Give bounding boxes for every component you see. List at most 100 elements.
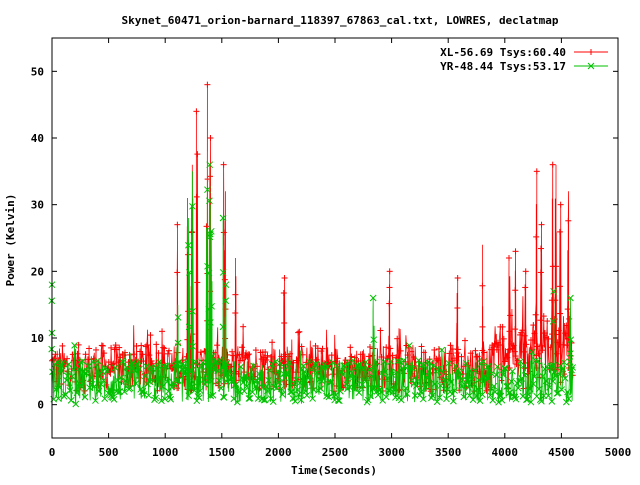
data-point	[420, 349, 427, 356]
data-point	[383, 344, 390, 351]
data-point	[528, 348, 536, 356]
data-point	[533, 233, 540, 240]
data-point	[454, 305, 461, 311]
data-point	[300, 362, 307, 370]
data-point	[296, 328, 303, 335]
data-point	[523, 341, 530, 348]
data-point	[512, 353, 519, 360]
data-point	[504, 354, 511, 361]
data-point	[266, 366, 274, 374]
data-point	[507, 378, 515, 385]
data-point	[533, 168, 540, 175]
data-point	[522, 268, 529, 275]
data-point	[71, 342, 78, 349]
data-point	[161, 395, 169, 403]
x-tick-label: 5000	[605, 446, 632, 459]
data-point	[472, 347, 479, 354]
data-point	[377, 327, 384, 334]
data-point	[546, 383, 553, 391]
data-point	[408, 376, 416, 384]
data-point	[443, 395, 450, 403]
data-point	[281, 320, 288, 326]
data-point	[345, 359, 352, 366]
data-point	[474, 385, 482, 393]
data-point	[430, 362, 438, 370]
data-point	[425, 368, 433, 375]
data-point	[506, 365, 513, 371]
data-point	[468, 375, 476, 383]
data-point	[150, 377, 157, 385]
x-axis: 0 500 1000 1500 2000 2500 3000 3500 4000 4500 5000	[49, 38, 632, 459]
data-point	[185, 323, 193, 331]
data-point	[542, 377, 550, 385]
data-point	[326, 379, 334, 386]
data-point	[156, 375, 164, 383]
data-point	[387, 358, 395, 365]
data-point	[174, 221, 181, 228]
data-point	[499, 371, 507, 379]
data-point	[441, 377, 449, 385]
data-point	[213, 358, 220, 366]
data-point	[564, 388, 571, 396]
data-point	[414, 377, 421, 385]
data-point	[291, 397, 299, 405]
data-point	[252, 347, 259, 354]
data-point	[204, 81, 211, 88]
x-tick-label: 1000	[152, 446, 179, 459]
data-point	[110, 396, 118, 403]
data-point	[208, 352, 216, 360]
data-point	[327, 378, 335, 386]
data-point	[534, 357, 542, 365]
data-point	[206, 161, 214, 169]
data-point	[458, 353, 465, 360]
data-point	[174, 385, 181, 392]
data-point	[207, 319, 214, 326]
data-point	[473, 392, 480, 400]
data-point	[100, 376, 107, 384]
data-point	[312, 360, 320, 368]
data-point	[288, 388, 296, 396]
data-point	[538, 342, 545, 349]
data-point	[397, 347, 404, 354]
data-point	[447, 342, 454, 349]
data-point	[554, 339, 561, 346]
data-point	[460, 393, 468, 401]
data-point	[275, 378, 283, 386]
data-point	[74, 350, 81, 357]
data-point	[450, 397, 457, 405]
data-point	[531, 330, 538, 337]
data-point	[521, 332, 528, 339]
data-point	[272, 379, 279, 386]
legend-label: XL-56.69 Tsys:60.40	[440, 46, 566, 59]
data-point	[278, 353, 285, 360]
x-tick-label: 3500	[435, 446, 462, 459]
data-point	[357, 351, 364, 358]
data-point	[109, 361, 116, 368]
data-point	[215, 377, 223, 384]
data-point	[174, 314, 182, 321]
data-point	[472, 367, 479, 374]
data-point	[111, 364, 119, 372]
plot-area	[48, 81, 577, 408]
data-point	[567, 350, 574, 357]
x-tick-label: 2000	[265, 446, 292, 459]
data-point	[352, 381, 359, 388]
data-point	[560, 358, 568, 366]
data-point	[217, 384, 225, 392]
data-point	[214, 367, 222, 375]
data-point	[360, 365, 367, 373]
data-point	[95, 387, 103, 395]
data-point	[434, 365, 442, 373]
data-point	[103, 367, 111, 375]
data-point	[205, 269, 213, 277]
data-point	[155, 350, 162, 357]
data-point	[219, 323, 227, 331]
data-point	[495, 398, 502, 406]
data-point	[285, 353, 292, 360]
data-point	[82, 351, 89, 358]
data-point	[511, 393, 519, 401]
data-point	[256, 370, 263, 378]
data-point	[419, 395, 427, 403]
